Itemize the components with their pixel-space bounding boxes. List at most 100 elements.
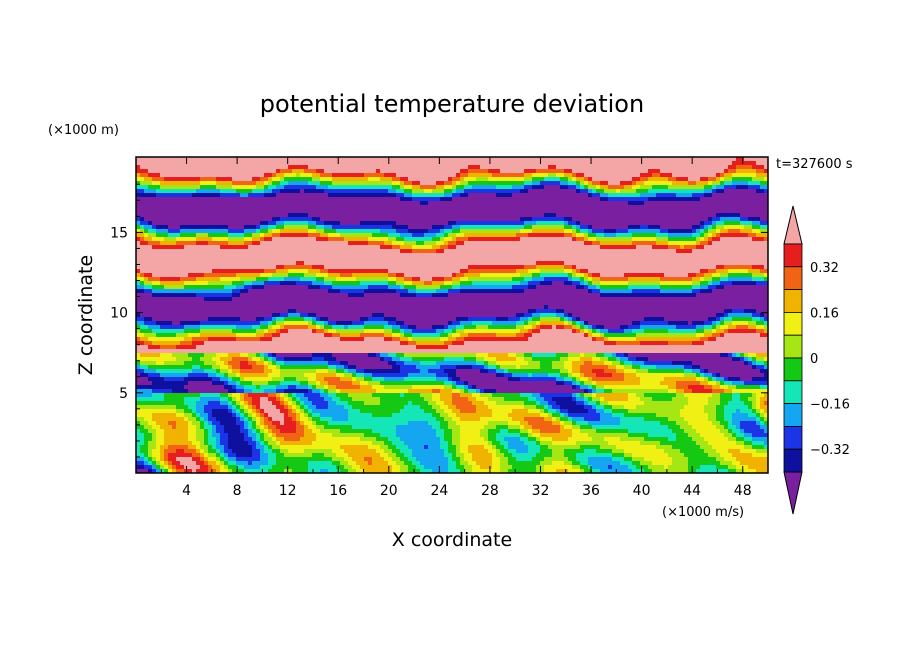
heatmap-cell [628,173,633,178]
heatmap-cell [728,257,733,262]
heatmap-cell [680,269,685,274]
heatmap-cell [492,229,497,234]
heatmap-cell [672,209,677,214]
heatmap-cell [140,261,145,266]
heatmap-cell [328,241,333,246]
heatmap-cell [392,241,397,246]
heatmap-cell [292,201,297,206]
heatmap-cell [648,237,653,242]
heatmap-cell [144,181,149,186]
heatmap-cell [564,253,569,258]
heatmap-cell [552,165,557,170]
heatmap-cell [348,193,353,198]
heatmap-cell [748,169,753,174]
heatmap-cell [600,245,605,250]
heatmap-cell [232,249,237,254]
heatmap-cell [356,205,361,210]
heatmap-cell [752,277,757,282]
heatmap-cell [488,213,493,218]
heatmap-cell [556,193,561,198]
heatmap-cell [532,165,537,170]
heatmap-cell [376,245,381,250]
heatmap-cell [372,273,377,278]
heatmap-cell [740,205,745,210]
heatmap-cell [372,157,377,162]
heatmap-cell [292,181,297,186]
heatmap-cell [540,205,545,210]
heatmap-cell [700,265,705,270]
heatmap-cell [528,217,533,222]
heatmap-cell [708,161,713,166]
heatmap-cell [696,277,701,282]
heatmap-cell [728,229,733,234]
heatmap-cell [728,169,733,174]
heatmap-cell [728,245,733,250]
heatmap-cell [348,277,353,282]
heatmap-cell [596,181,601,186]
heatmap-cell [728,205,733,210]
heatmap-cell [340,245,345,250]
heatmap-cell [504,225,509,230]
heatmap-cell [484,165,489,170]
heatmap-cell [616,205,621,210]
heatmap-cell [736,201,741,206]
heatmap-cell [636,177,641,182]
heatmap-cell [548,157,553,162]
heatmap-cell [304,221,309,226]
heatmap-cell [668,277,673,282]
heatmap-cell [288,225,293,230]
heatmap-cell [520,241,525,246]
heatmap-cell [352,177,357,182]
heatmap-cell [556,241,561,246]
heatmap-cell [628,205,633,210]
heatmap-cell [304,205,309,210]
heatmap-cell [764,157,768,162]
heatmap-cell [696,217,701,222]
heatmap-cell [156,157,161,162]
heatmap-cell [668,205,673,210]
heatmap-cell [140,169,145,174]
heatmap-cell [532,193,537,198]
heatmap-cell [604,273,609,278]
heatmap-cell [380,189,385,194]
heatmap-cell [624,213,629,218]
heatmap-cell [332,185,337,190]
heatmap-cell [456,237,461,242]
heatmap-cell [436,157,441,162]
heatmap-cell [332,193,337,198]
heatmap-cell [324,197,329,202]
heatmap-cell [520,269,525,274]
heatmap-cell [300,253,305,258]
heatmap-cell [360,185,365,190]
heatmap-cell [444,273,449,278]
heatmap-cell [304,229,309,234]
heatmap-cell [636,165,641,170]
heatmap-cell [720,181,725,186]
heatmap-cell [640,181,645,186]
heatmap-cell [584,225,589,230]
heatmap-cell [160,253,165,258]
heatmap-cell [448,173,453,178]
heatmap-cell [740,165,745,170]
heatmap-cell [272,277,277,282]
heatmap-cell [240,189,245,194]
heatmap-cell [476,177,481,182]
heatmap-cell [576,217,581,222]
heatmap-cell [248,173,253,178]
heatmap-cell [552,177,557,182]
heatmap-cell [528,277,533,282]
heatmap-cell [636,173,641,178]
heatmap-cell [388,233,393,238]
heatmap-cell [672,161,677,166]
heatmap-cell [480,213,485,218]
heatmap-cell [444,253,449,258]
heatmap-cell [320,181,325,186]
heatmap-cell [540,177,545,182]
heatmap-cell [244,229,249,234]
heatmap-cell [308,185,313,190]
heatmap-cell [440,157,445,162]
heatmap-cell [316,269,321,274]
heatmap-cell [352,189,357,194]
heatmap-cell [388,225,393,230]
heatmap-cell [308,181,313,186]
